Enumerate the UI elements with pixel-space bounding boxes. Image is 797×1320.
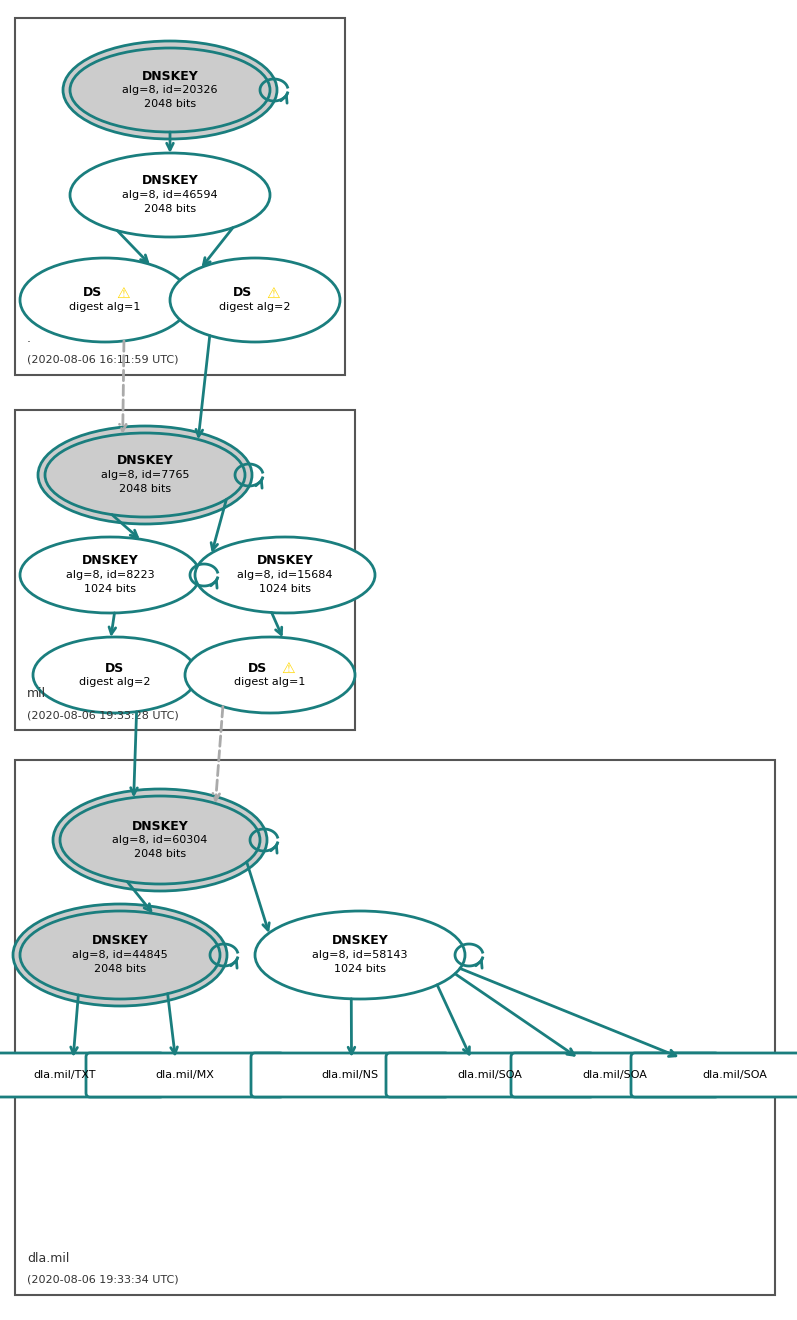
Text: DNSKEY: DNSKEY [132, 820, 188, 833]
Ellipse shape [13, 904, 227, 1006]
FancyBboxPatch shape [511, 1053, 719, 1097]
Ellipse shape [70, 153, 270, 238]
Text: 2048 bits: 2048 bits [94, 964, 146, 974]
Text: alg=8, id=46594: alg=8, id=46594 [122, 190, 218, 201]
Text: DS: DS [105, 661, 124, 675]
Text: digest alg=1: digest alg=1 [234, 677, 306, 686]
Text: 1024 bits: 1024 bits [334, 964, 386, 974]
Text: alg=8, id=60304: alg=8, id=60304 [112, 836, 208, 845]
Text: alg=8, id=15684: alg=8, id=15684 [238, 570, 333, 579]
Ellipse shape [20, 537, 200, 612]
Text: dla.mil/SOA: dla.mil/SOA [457, 1071, 523, 1080]
Text: DNSKEY: DNSKEY [257, 554, 313, 568]
Text: dla.mil/TXT: dla.mil/TXT [33, 1071, 96, 1080]
Text: alg=8, id=58143: alg=8, id=58143 [312, 950, 408, 960]
FancyBboxPatch shape [251, 1053, 449, 1097]
FancyBboxPatch shape [386, 1053, 594, 1097]
Text: dla.mil/MX: dla.mil/MX [155, 1071, 214, 1080]
Text: DNSKEY: DNSKEY [116, 454, 174, 467]
Text: alg=8, id=44845: alg=8, id=44845 [72, 950, 168, 960]
Text: .: . [27, 333, 31, 345]
Bar [15, 18, 345, 375]
Text: DNSKEY: DNSKEY [81, 554, 139, 568]
Text: 2048 bits: 2048 bits [134, 849, 186, 859]
Text: dla.mil/SOA: dla.mil/SOA [583, 1071, 647, 1080]
Ellipse shape [53, 789, 267, 891]
Ellipse shape [195, 537, 375, 612]
Text: DNSKEY: DNSKEY [92, 935, 148, 948]
Text: alg=8, id=8223: alg=8, id=8223 [65, 570, 155, 579]
Ellipse shape [185, 638, 355, 713]
Bar [15, 760, 775, 1295]
Text: ⚠: ⚠ [281, 660, 295, 676]
Text: digest alg=2: digest alg=2 [219, 302, 291, 312]
Ellipse shape [63, 41, 277, 139]
Text: ⚠: ⚠ [266, 285, 280, 301]
Text: DNSKEY: DNSKEY [142, 70, 198, 82]
Text: 2048 bits: 2048 bits [144, 205, 196, 214]
Text: mil: mil [27, 686, 46, 700]
Ellipse shape [255, 911, 465, 999]
Text: 2048 bits: 2048 bits [144, 99, 196, 110]
Text: 2048 bits: 2048 bits [119, 484, 171, 494]
Text: (2020-08-06 19:33:28 UTC): (2020-08-06 19:33:28 UTC) [27, 710, 179, 719]
Text: digest alg=1: digest alg=1 [69, 302, 141, 312]
Ellipse shape [33, 638, 197, 713]
Text: dla.mil/NS: dla.mil/NS [321, 1071, 379, 1080]
Ellipse shape [38, 426, 252, 524]
Bar [15, 411, 355, 730]
Text: DS: DS [84, 286, 103, 300]
Ellipse shape [20, 257, 190, 342]
Text: (2020-08-06 16:11:59 UTC): (2020-08-06 16:11:59 UTC) [27, 355, 179, 366]
Text: (2020-08-06 19:33:34 UTC): (2020-08-06 19:33:34 UTC) [27, 1275, 179, 1284]
Text: alg=8, id=20326: alg=8, id=20326 [122, 84, 218, 95]
Text: DNSKEY: DNSKEY [142, 174, 198, 187]
Text: dla.mil/SOA: dla.mil/SOA [703, 1071, 768, 1080]
FancyBboxPatch shape [631, 1053, 797, 1097]
Text: DS: DS [249, 661, 268, 675]
FancyBboxPatch shape [86, 1053, 284, 1097]
Ellipse shape [170, 257, 340, 342]
Text: DNSKEY: DNSKEY [332, 935, 388, 948]
Text: dla.mil: dla.mil [27, 1251, 69, 1265]
Text: 1024 bits: 1024 bits [259, 583, 311, 594]
Text: DS: DS [234, 286, 253, 300]
Text: digest alg=2: digest alg=2 [79, 677, 151, 686]
Text: ⚠: ⚠ [116, 285, 130, 301]
Text: 1024 bits: 1024 bits [84, 583, 136, 594]
FancyBboxPatch shape [0, 1053, 164, 1097]
Text: alg=8, id=7765: alg=8, id=7765 [100, 470, 189, 480]
